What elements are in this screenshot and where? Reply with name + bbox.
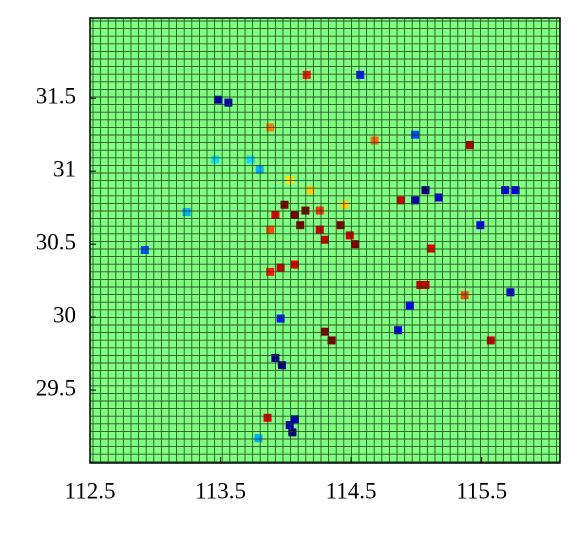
heatmap-cell — [246, 155, 255, 164]
heatmap-cell — [396, 196, 405, 205]
x-tick-label: 114.5 — [326, 478, 377, 503]
heatmap-cell — [224, 98, 233, 107]
heatmap-cell — [411, 196, 420, 205]
heatmap-cell — [211, 155, 220, 164]
heatmap-cell — [421, 186, 430, 195]
heatmap-cell — [285, 175, 294, 184]
x-tick-label: 112.5 — [65, 478, 116, 503]
heatmap-cell — [288, 428, 297, 437]
heatmap-cell — [280, 200, 289, 209]
heatmap-cell — [315, 225, 324, 234]
heatmap-cell — [255, 165, 264, 174]
y-tick-label: 31 — [53, 156, 76, 181]
heatmap-cell — [421, 281, 430, 289]
heatmap-cell — [460, 291, 469, 300]
heatmap-cell — [276, 314, 285, 323]
heatmap-cell — [290, 415, 299, 424]
heatmap-cell — [416, 281, 425, 289]
heatmap-cell — [340, 200, 349, 209]
heatmap-cell — [345, 231, 354, 240]
heatmap-cell — [405, 301, 414, 310]
heatmap-cell — [277, 361, 286, 370]
heatmap-cell — [511, 186, 520, 195]
heatmap-cell — [321, 327, 329, 336]
heatmap-cell — [356, 70, 365, 79]
heatmap-cell — [306, 186, 315, 195]
heatmap-cell — [182, 208, 191, 217]
y-tick-label: 31.5 — [36, 84, 76, 109]
heatmap-cell — [276, 263, 285, 272]
y-tick-label: 29.5 — [36, 375, 76, 400]
heatmap-cell — [465, 140, 474, 149]
cell-grid — [90, 18, 560, 463]
heatmap-cell — [321, 235, 329, 244]
heatmap-cell — [351, 240, 360, 249]
y-tick-label: 30 — [53, 302, 76, 327]
heatmap-cell — [501, 186, 510, 195]
heatmap-cell — [506, 288, 515, 297]
x-tick-label: 115.5 — [456, 478, 507, 503]
plot-frame — [89, 17, 561, 464]
heatmap-cell — [290, 210, 299, 219]
heatmap-cell — [285, 421, 294, 430]
heatmap-cell — [426, 244, 435, 253]
grid-lines — [90, 18, 560, 463]
heatmap-cell — [302, 70, 311, 79]
heatmap-cell — [266, 225, 275, 234]
x-tick-label: 113.5 — [195, 478, 246, 503]
heatmap-cell — [336, 221, 345, 230]
heatmap-cell — [394, 326, 403, 335]
heatmap-cell — [140, 245, 149, 254]
heatmap-cell — [254, 434, 263, 443]
heatmap-cell — [213, 95, 222, 104]
y-tick-label: 30.5 — [36, 229, 76, 254]
heatmap-cell — [434, 193, 443, 202]
heatmap-cell — [296, 221, 305, 230]
